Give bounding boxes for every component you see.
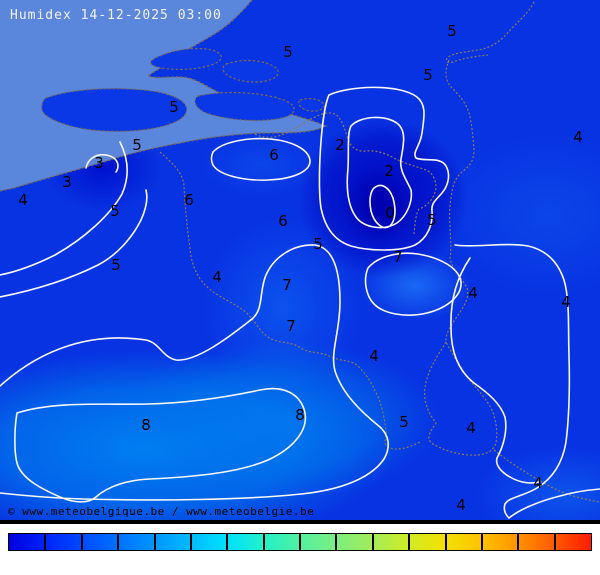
contour-central-inner [346, 116, 413, 229]
contour-central-outer [318, 86, 450, 251]
map-value-label: 4 [456, 496, 466, 514]
humidex-map: 5 5 5 5 4 5 2 6 3 2 3 4 6 5 0 5 6 5 7 5 4 7 4 4 7 4 8 8 5 4 4 4 Humidex… [0, 0, 600, 520]
colorbar-tick [117, 534, 120, 550]
map-value-label: 0 [385, 204, 395, 222]
map-value-label: 5 [427, 211, 437, 229]
map-value-label: 8 [295, 406, 305, 424]
colorbar-tick [553, 534, 556, 550]
contour-minimum [369, 184, 396, 229]
map-title: Humidex 14-12-2025 03:00 [10, 8, 222, 23]
contour-coast-small [85, 153, 119, 173]
colorbar-tick [299, 534, 301, 550]
map-value-label: 6 [184, 191, 194, 209]
country-borders [159, 1, 600, 503]
colorbar-tick [444, 534, 447, 550]
divider-bar [0, 520, 600, 524]
map-value-label: 2 [384, 162, 394, 180]
map-value-label: 6 [278, 212, 288, 230]
contour-west-upper [0, 141, 128, 276]
map-value-label: 4 [212, 268, 222, 286]
map-value-label: 5 [423, 66, 433, 84]
map-value-label: 4 [561, 293, 571, 311]
border-germany [445, 59, 475, 343]
map-value-label: 8 [141, 416, 151, 434]
map-value-label: 3 [62, 173, 72, 191]
humidex-shading [0, 118, 600, 520]
border-france-belgium [159, 151, 421, 450]
contour-east-outer [454, 243, 600, 520]
map-value-label: 7 [393, 248, 403, 266]
map-value-label: 5 [111, 256, 121, 274]
map-value-label: 2 [335, 136, 345, 154]
humidex-colorbar [8, 533, 592, 551]
border-france-southeast [493, 449, 600, 503]
colorbar-tick [408, 534, 411, 550]
contour-oval-7 [364, 252, 462, 316]
colorbar-tick [480, 534, 483, 550]
colorbar-tick [226, 534, 229, 550]
map-value-label: 4 [468, 284, 478, 302]
map-value-label: 4 [573, 128, 583, 146]
copyright-text: © www.meteobelgique.be / www.meteobelgie… [8, 505, 315, 518]
contour-7-region [0, 244, 389, 501]
contour-oval-6 [210, 137, 311, 181]
colorbar-tick [371, 534, 374, 550]
map-value-label: 5 [110, 202, 120, 220]
map-value-label: 6 [269, 146, 279, 164]
colorbar-footer [0, 524, 600, 575]
border-belgium-netherlands [254, 112, 437, 235]
map-value-label: 5 [313, 235, 323, 253]
colorbar-tick [517, 534, 520, 550]
map-canvas: 5 5 5 5 4 5 2 6 3 2 3 4 6 5 0 5 6 5 7 5 4 7 4 4 7 4 8 8 5 4 4 4 [0, 0, 600, 520]
colorbar-tick [153, 534, 156, 550]
colorbar-tick [189, 534, 192, 550]
contour-8-region [14, 387, 307, 503]
map-value-label: 4 [18, 191, 28, 209]
map-value-label: 4 [533, 474, 543, 492]
contour-west-lower [0, 189, 148, 298]
map-value-label: 5 [399, 413, 409, 431]
map-value-label: 4 [466, 419, 476, 437]
delta-islands [41, 47, 325, 132]
map-value-label: 3 [94, 154, 104, 172]
border-netherlands-germany-top [445, 1, 535, 64]
contour-lines [0, 86, 600, 520]
contour-east-inner [450, 257, 540, 484]
value-labels: 5 5 5 5 4 5 2 6 3 2 3 4 6 5 0 5 6 5 7 5 4 7 4 4 7 4 8 8 5 4 4 4 [18, 22, 583, 514]
map-value-label: 5 [169, 98, 179, 116]
colorbar-tick [80, 534, 83, 550]
colorbar-tick [262, 534, 265, 550]
map-value-label: 4 [369, 347, 379, 365]
border-luxembourg [424, 340, 498, 456]
map-value-label: 5 [283, 43, 293, 61]
map-value-label: 7 [286, 317, 296, 335]
map-value-label: 5 [447, 22, 457, 40]
colorbar-tick [335, 534, 338, 550]
colorbar-tick [44, 534, 47, 550]
map-value-label: 5 [132, 136, 142, 154]
map-value-label: 7 [282, 276, 292, 294]
